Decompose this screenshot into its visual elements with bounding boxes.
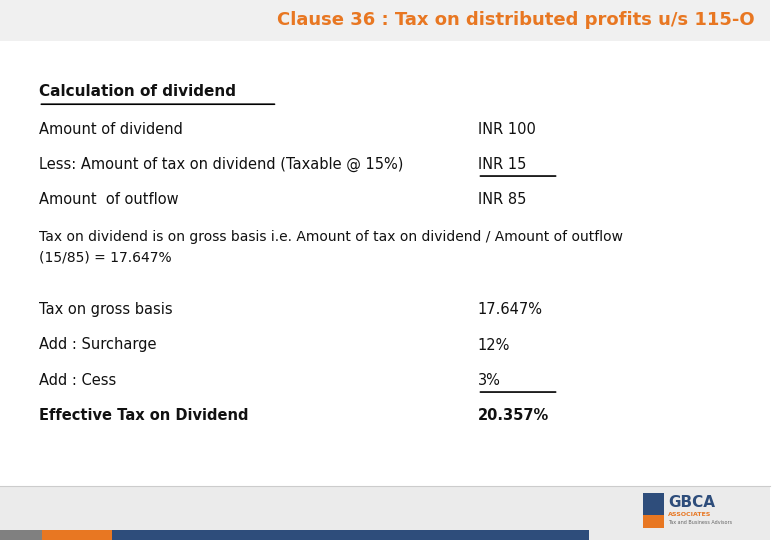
Text: INR 15: INR 15	[477, 157, 526, 172]
FancyBboxPatch shape	[0, 0, 771, 40]
FancyBboxPatch shape	[112, 530, 589, 540]
Text: INR 100: INR 100	[477, 122, 535, 137]
FancyBboxPatch shape	[0, 486, 771, 540]
Text: 12%: 12%	[477, 338, 510, 353]
Text: 20.357%: 20.357%	[477, 408, 549, 423]
Text: Amount  of outflow: Amount of outflow	[38, 192, 178, 207]
Text: Effective Tax on Dividend: Effective Tax on Dividend	[38, 408, 248, 423]
Text: Add : Surcharge: Add : Surcharge	[38, 338, 156, 353]
Text: GBCA: GBCA	[668, 495, 715, 510]
FancyBboxPatch shape	[0, 530, 42, 540]
Text: 17.647%: 17.647%	[477, 302, 543, 318]
Text: ASSOCIATES: ASSOCIATES	[668, 512, 711, 517]
Text: Amount of dividend: Amount of dividend	[38, 122, 183, 137]
Text: Tax on dividend is on gross basis i.e. Amount of tax on dividend / Amount of out: Tax on dividend is on gross basis i.e. A…	[38, 230, 622, 264]
Text: Clause 36 : Tax on distributed profits u/s 115-O: Clause 36 : Tax on distributed profits u…	[277, 11, 755, 29]
Text: Less: Amount of tax on dividend (Taxable @ 15%): Less: Amount of tax on dividend (Taxable…	[38, 157, 403, 172]
FancyBboxPatch shape	[42, 530, 112, 540]
FancyBboxPatch shape	[644, 493, 665, 528]
Text: Tax on gross basis: Tax on gross basis	[38, 302, 172, 318]
Text: Add : Cess: Add : Cess	[38, 373, 115, 388]
FancyBboxPatch shape	[644, 515, 665, 528]
Text: Calculation of dividend: Calculation of dividend	[38, 84, 236, 99]
Text: 3%: 3%	[477, 373, 501, 388]
Text: INR 85: INR 85	[477, 192, 526, 207]
Text: Tax and Business Advisors: Tax and Business Advisors	[668, 521, 732, 525]
